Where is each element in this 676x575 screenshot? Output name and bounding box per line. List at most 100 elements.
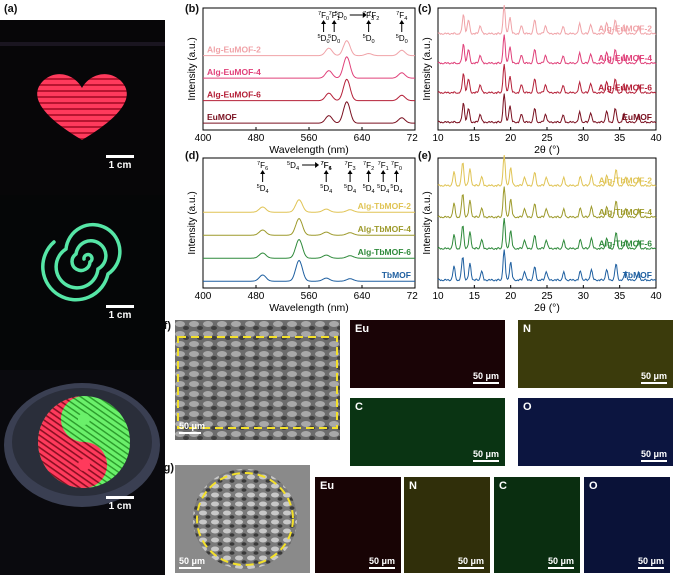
series-line	[437, 93, 657, 124]
photo-yinyang: 1 cm	[0, 370, 165, 575]
series-line	[203, 218, 415, 236]
series-label: EuMOF	[622, 112, 652, 122]
yin-yang-icon	[0, 370, 165, 575]
series-label: Alg-EuMOF-6	[207, 90, 261, 100]
transition-upper: 5D4	[287, 161, 299, 172]
series-line	[203, 56, 415, 79]
y-axis-label: Intensity (a.u.)	[187, 191, 198, 254]
scalebar-50um: 50 μm	[472, 371, 499, 384]
transition-lower: 5D0	[363, 34, 375, 45]
photo-spiral: 1 cm	[0, 195, 165, 370]
xrd-chart-eu: 10 15 20 25 30 35 40 2θ (°) Intensity (a.u.) Alg-…	[422, 4, 662, 155]
emission-chart-eu: 400 480 560 640 720 Wavelength (nm) Intensity …	[187, 7, 418, 155]
scalebar-50um: 50 μm	[457, 556, 484, 569]
series-label: Alg-EuMOF-6	[598, 83, 652, 93]
transition-lower: 7F5	[320, 161, 331, 172]
transition-upper: 7F6	[257, 161, 268, 172]
x-tick-label: 30	[578, 291, 590, 302]
arrow-icon	[331, 20, 337, 24]
map-o-g: O 50 μm	[584, 477, 670, 573]
element-label-o: O	[523, 401, 532, 413]
series-label: TbMOF	[623, 270, 652, 280]
transition-annotation: 5D0 7F2	[335, 11, 380, 22]
map-o-f: O 50 μm	[518, 398, 673, 466]
transition-annotation: 7F6 5D4	[257, 161, 269, 195]
transition-annotation: 7F1 5D4	[377, 161, 389, 195]
series-line	[203, 199, 415, 213]
transition-lower: 5D4	[344, 184, 356, 195]
series-label: Alg-EuMOF-4	[207, 67, 261, 77]
x-tick-label: 25	[541, 133, 553, 144]
x-tick-label: 35	[614, 291, 626, 302]
series-line	[203, 259, 415, 282]
arrow-icon	[366, 170, 372, 174]
series-line	[437, 34, 657, 65]
sem-image-f: 50 μm	[175, 320, 340, 440]
y-axis-label: Intensity (a.u.)	[422, 37, 433, 100]
emission-chart-tb: 400 480 560 640 720 Wavelength (nm) Intensity …	[187, 157, 418, 313]
element-label-n: N	[523, 323, 531, 335]
x-tick-label: 15	[469, 291, 481, 302]
x-axis-label: Wavelength (nm)	[269, 302, 349, 313]
arrow-icon	[260, 170, 266, 174]
transition-annotation: 5D4 7F5	[287, 161, 332, 172]
series-line	[203, 101, 415, 124]
transition-annotation: 7F4 5D4	[320, 161, 332, 195]
transition-upper: 7F3	[345, 161, 356, 172]
x-tick-label: 480	[248, 291, 265, 302]
arrow-icon	[323, 170, 329, 174]
arrow-icon	[347, 170, 353, 174]
arrow-icon	[321, 20, 327, 24]
arrow-icon	[366, 20, 372, 24]
series-label: Alg-TbMOF-2	[599, 176, 653, 186]
arrow-icon	[362, 12, 367, 18]
x-tick-label: 10	[432, 291, 444, 302]
scalebar-50um: 50 μm	[547, 556, 574, 569]
x-axis-label: 2θ (°)	[534, 302, 560, 313]
series-label: Alg-EuMOF-2	[598, 24, 652, 34]
element-label-c: C	[355, 401, 363, 413]
transition-upper: 7F1	[329, 11, 340, 22]
element-label-o: O	[589, 480, 598, 492]
y-axis-label: Intensity (a.u.)	[422, 191, 433, 254]
series-line	[437, 186, 657, 219]
transition-lower: 5D0	[318, 34, 330, 45]
x-axis-label: Wavelength (nm)	[269, 144, 349, 155]
series-label: Alg-TbMOF-4	[358, 224, 412, 234]
series-line	[203, 40, 415, 57]
x-tick-label: 25	[541, 291, 553, 302]
transition-annotation: 7F0 5D0	[318, 11, 330, 45]
transition-upper: 5D0	[335, 11, 347, 22]
transition-lower: 5D4	[363, 184, 375, 195]
scalebar-50um: 50 μm	[637, 556, 664, 569]
transition-upper: 7F1	[378, 161, 389, 172]
transition-lower: 7F2	[368, 11, 379, 22]
x-tick-label: 15	[469, 133, 481, 144]
element-label-n: N	[409, 480, 417, 492]
x-tick-label: 20	[505, 133, 517, 144]
x-tick-label: 720	[407, 133, 418, 144]
x-tick-label: 30	[578, 133, 590, 144]
transition-lower: 5D0	[396, 34, 408, 45]
panel-label-e: (e)	[418, 150, 432, 162]
panel-label-d: (d)	[185, 150, 200, 162]
x-tick-label: 40	[650, 291, 662, 302]
x-tick-label: 480	[248, 133, 265, 144]
map-c-f: C 50 μm	[350, 398, 505, 466]
panel-label-f: (f)	[160, 320, 171, 332]
x-tick-label: 640	[354, 291, 371, 302]
series-line	[203, 78, 415, 102]
transition-lower: 5D4	[257, 184, 269, 195]
transition-upper: 7F4	[321, 161, 332, 172]
x-tick-label: 560	[301, 291, 318, 302]
transition-upper: 7F4	[396, 11, 407, 22]
series-line	[437, 63, 657, 95]
x-tick-label: 400	[195, 291, 212, 302]
x-tick-label: 400	[195, 133, 212, 144]
transition-annotation: 7F3 5D0	[363, 11, 375, 45]
transition-upper: 7F3	[363, 11, 374, 22]
transition-annotation: 7F4 5D0	[396, 11, 408, 45]
transition-lower: 5D4	[377, 184, 389, 195]
series-label: Alg-TbMOF-4	[599, 207, 653, 217]
x-tick-label: 40	[650, 133, 662, 144]
